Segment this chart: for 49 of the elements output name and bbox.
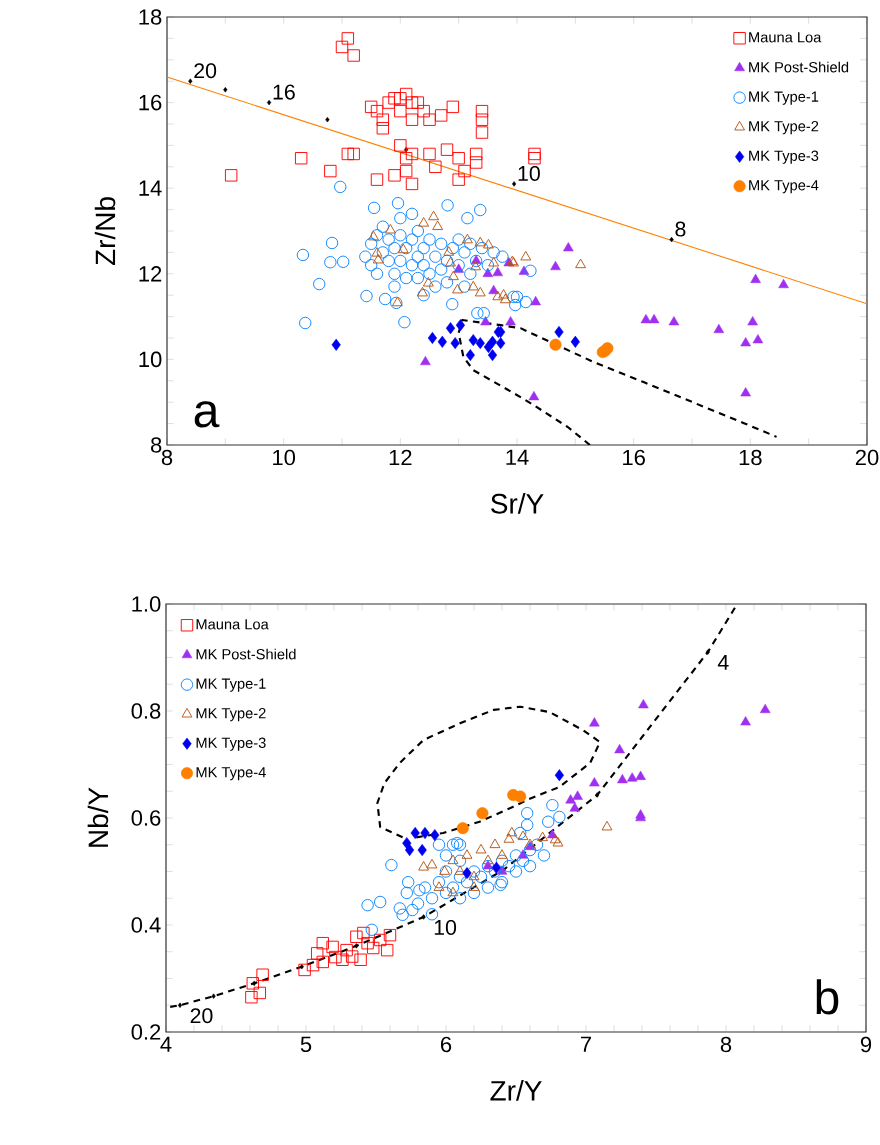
y-tick-label: 10 bbox=[139, 351, 162, 368]
y-tick-label: 16 bbox=[139, 94, 162, 111]
y-tick-label: 12 bbox=[139, 266, 162, 282]
legend-label: MK Type-4 bbox=[749, 180, 819, 194]
y-tick-label: 1.0 bbox=[132, 596, 161, 612]
y-tick-label: 8 bbox=[151, 437, 162, 453]
x-tick-label: 9 bbox=[860, 1036, 872, 1053]
annotation: 20 bbox=[194, 63, 217, 79]
x-axis-title: Sr/Y bbox=[491, 493, 544, 514]
x-tick-label: 10 bbox=[273, 449, 296, 466]
y-tick-label: 0.2 bbox=[131, 1024, 161, 1040]
legend-label: MK Post-Shield bbox=[749, 61, 849, 73]
x-tick-label: 16 bbox=[623, 449, 645, 466]
x-tick-label: 8 bbox=[720, 1036, 732, 1053]
x-tick-label: 4 bbox=[160, 1036, 172, 1052]
x-tick-label: 14 bbox=[506, 449, 529, 465]
annotation: 16 bbox=[273, 84, 295, 100]
annotation: a bbox=[194, 401, 220, 428]
legend-label: MK Type-1 bbox=[196, 678, 266, 692]
legend-label: MK Type-2 bbox=[196, 708, 266, 722]
legend-label: MK Type-4 bbox=[196, 767, 266, 781]
x-tick-label: 12 bbox=[389, 449, 412, 466]
annotation: 10 bbox=[434, 919, 457, 936]
y-tick-label: 0.6 bbox=[131, 810, 161, 826]
y-axis-title: Nb/Y bbox=[87, 787, 109, 847]
x-tick-label: 8 bbox=[161, 449, 173, 466]
x-axis-title: Zr/Y bbox=[490, 1080, 542, 1101]
x-tick-label: 6 bbox=[440, 1036, 452, 1053]
legend-label: MK Type-3 bbox=[749, 150, 819, 164]
legend-label: MK Type-1 bbox=[749, 91, 819, 105]
x-tick-label: 18 bbox=[739, 449, 762, 466]
y-tick-label: 0.8 bbox=[131, 703, 161, 719]
legend-label: MK Post-Shield bbox=[196, 648, 296, 660]
x-tick-label: 20 bbox=[855, 449, 879, 466]
legend-label: MK Type-2 bbox=[749, 121, 819, 135]
x-tick-label: 5 bbox=[300, 1036, 312, 1053]
legend-label: Mauna Loa bbox=[196, 619, 269, 630]
legend-label: MK Type-3 bbox=[196, 737, 266, 751]
y-axis-title: Zr/Nb bbox=[94, 197, 116, 266]
legend-label: Mauna Loa bbox=[749, 32, 822, 43]
y-tick-label: 18 bbox=[139, 9, 162, 25]
y-tick-label: 0.4 bbox=[131, 917, 161, 933]
annotation: b bbox=[816, 979, 839, 1015]
annotation: 4 bbox=[717, 655, 729, 670]
annotation: 10 bbox=[518, 165, 540, 181]
x-tick-label: 7 bbox=[581, 1036, 591, 1052]
y-tick-label: 14 bbox=[139, 180, 162, 196]
annotation: 20 bbox=[190, 1008, 213, 1024]
annotation: 8 bbox=[675, 221, 686, 237]
